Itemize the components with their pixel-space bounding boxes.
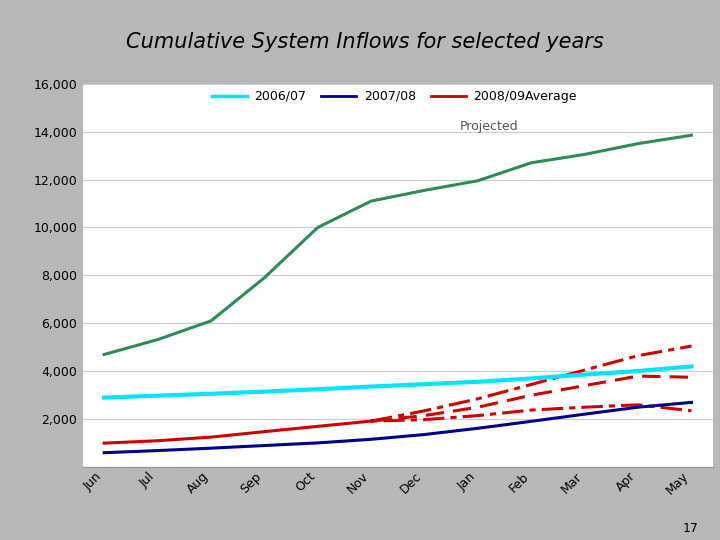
- Text: Cumulative System Inflows for selected years: Cumulative System Inflows for selected y…: [126, 32, 604, 52]
- Text: 17: 17: [683, 522, 698, 535]
- Legend: 2006/07, 2007/08, 2008/09Average: 2006/07, 2007/08, 2008/09Average: [212, 90, 577, 103]
- Text: Projected: Projected: [459, 120, 518, 133]
